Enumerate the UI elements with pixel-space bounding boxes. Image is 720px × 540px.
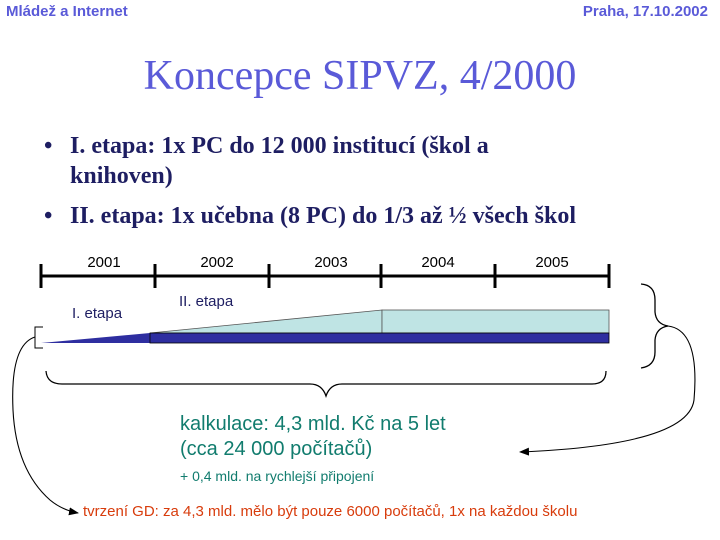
arrow-to-kalkulace [519, 325, 696, 456]
stage2-plateau [381, 309, 610, 334]
header-date: Praha, 17.10.2002 [582, 3, 708, 20]
stage2-label: II. etapa [179, 293, 234, 310]
year-label-2002: 2002 [200, 254, 234, 271]
stage1-label: I. etapa [72, 305, 123, 322]
arrow-to-gd-note [12, 336, 79, 516]
bullet-text: II. etapa: 1x učebna (8 PC) do 1/3 až ½ … [70, 203, 577, 229]
stage2-area [149, 309, 383, 334]
left-bracket [34, 326, 43, 349]
bullet-text-line2: knihoven) [70, 163, 173, 189]
year-label-2001: 2001 [87, 254, 121, 271]
year-label-2004: 2004 [421, 254, 455, 271]
bullet-dot-icon: • [44, 133, 53, 159]
slide-title: Koncepce SIPVZ, 4/2000 [143, 53, 577, 99]
bullet-item-stage2: • II. etapa: 1x učebna (8 PC) do 1/3 až … [44, 201, 704, 231]
year-label-2003: 2003 [314, 254, 348, 271]
right-brace [640, 283, 669, 369]
bullet-list: • I. etapa: 1x PC do 12 000 institucí (š… [44, 131, 704, 241]
stage1-wedge [41, 333, 150, 343]
bullet-text-line1: I. etapa: 1x PC do 12 000 institucí (ško… [70, 133, 489, 159]
bullet-item-stage1: • I. etapa: 1x PC do 12 000 institucí (š… [44, 131, 704, 191]
bottom-brace [45, 370, 607, 399]
header-left-title: Mládež a Internet [6, 3, 128, 20]
stage1-bar [149, 332, 610, 344]
calculation-text: kalkulace: 4,3 mld. Kč na 5 let (cca 24 … [180, 412, 446, 462]
year-label-2005: 2005 [535, 254, 569, 271]
calculation-line2: (cca 24 000 počítačů) [180, 438, 373, 460]
connection-note: + 0,4 mld. na rychlejší připojení [180, 468, 375, 484]
gd-claim-text: tvrzení GD: za 4,3 mld. mělo být pouze 6… [83, 503, 578, 520]
bullet-dot-icon: • [44, 203, 53, 229]
calculation-line1: kalkulace: 4,3 mld. Kč na 5 let [180, 413, 446, 435]
